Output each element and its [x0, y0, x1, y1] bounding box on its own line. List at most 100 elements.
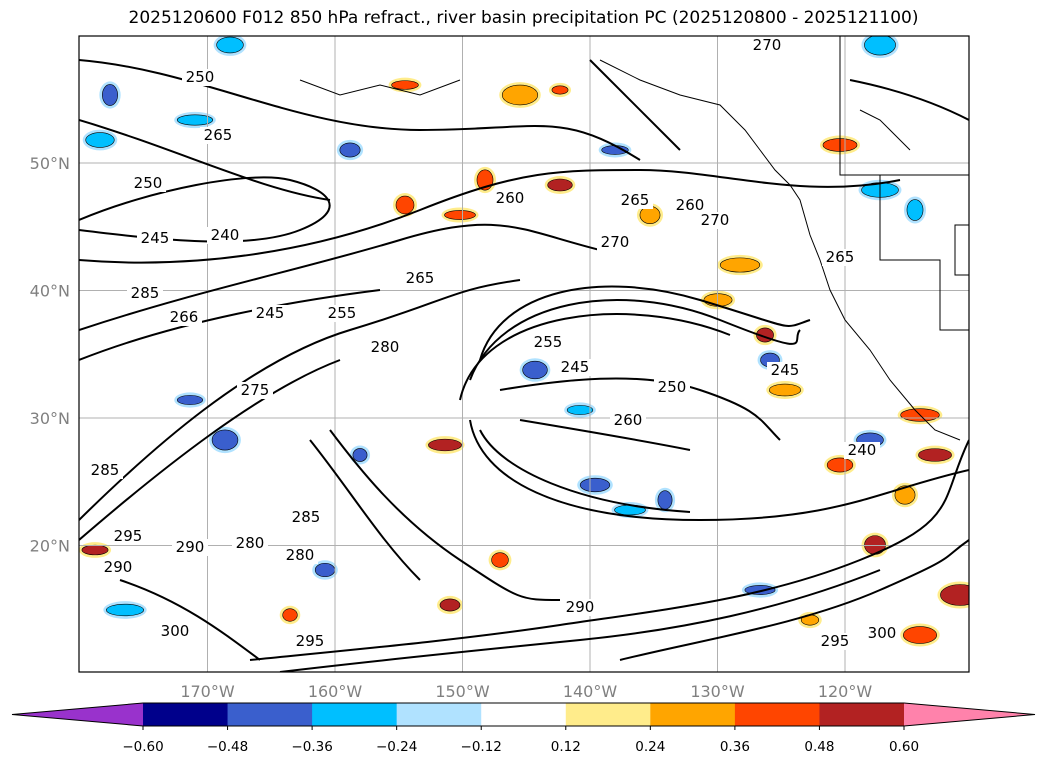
colorbar-tick-label: −0.24 [376, 739, 417, 755]
colorbar-tick-label: −0.60 [122, 739, 163, 755]
precip-cell [282, 608, 298, 622]
contour-label: 250 [658, 378, 687, 396]
colorbar-extend-max [904, 703, 1035, 726]
contour-label-bg [288, 509, 324, 526]
lon-tick-label: 140°W [563, 682, 618, 701]
precip-cell [391, 80, 419, 90]
contour-label: 285 [131, 284, 160, 302]
precip-cell [176, 114, 214, 126]
precip-cell [428, 438, 462, 452]
precip-cell [902, 626, 938, 644]
contour-label-bg [182, 69, 218, 86]
lon-tick-label: 130°W [690, 682, 745, 701]
contour-label: 240 [211, 226, 240, 244]
contour-label: 290 [176, 538, 205, 556]
contour-label-bg [110, 528, 146, 545]
contour-label: 265 [406, 269, 435, 287]
contour-label-bg [100, 559, 136, 576]
contour-line [79, 168, 901, 264]
precip-cell [395, 195, 415, 215]
contour-label-bg [672, 197, 708, 214]
contour-line [79, 289, 381, 361]
contour-line [79, 59, 641, 161]
contour-line [519, 419, 691, 451]
colorbar-segment [734, 703, 820, 726]
contour-label: 295 [296, 632, 325, 650]
contour-label: 270 [701, 211, 730, 229]
contour-label-bg [232, 535, 268, 552]
contour-label: 285 [292, 508, 321, 526]
contour-line [79, 119, 331, 201]
contour-label-bg [557, 359, 593, 376]
colorbar-segment [227, 703, 313, 726]
precip-cell [918, 448, 952, 462]
contour-label-bg [697, 212, 733, 229]
contour-label: 300 [161, 622, 190, 640]
gridlines [79, 36, 969, 672]
longitude-tick-labels: 170°W 160°W 150°W 140°W 130°W 120°W [180, 682, 872, 701]
precip-cell [106, 603, 144, 617]
contour-label: 255 [534, 333, 563, 351]
precip-cell [339, 142, 361, 158]
precip-cell [864, 36, 896, 56]
contour-label-bg [402, 270, 438, 287]
contour-label-bg [492, 190, 528, 207]
contour-line [459, 313, 731, 401]
precip-cell [102, 84, 118, 106]
colorbar-tick-label: −0.36 [291, 739, 332, 755]
contour-line [279, 569, 881, 672]
contour-label-bg [562, 599, 598, 616]
contour-label: 260 [614, 411, 643, 429]
colorbar-tick-label: 0.60 [889, 739, 919, 755]
colorbar-tick-label: 0.12 [551, 739, 581, 755]
precip-cell [314, 562, 336, 578]
contour-label: 245 [256, 304, 285, 322]
contour-label-bg [749, 37, 785, 54]
colorbar-segment [565, 703, 651, 726]
colorbar-tick-label: 0.24 [635, 739, 665, 755]
lon-tick-label: 170°W [180, 682, 235, 701]
precip-cell [501, 84, 539, 106]
colorbar-extend-min [12, 703, 143, 726]
precip-cell [216, 36, 244, 54]
contour-label-bg [200, 127, 236, 144]
precip-cell [579, 477, 611, 493]
plot-frame [78, 35, 970, 673]
contour-label: 300 [868, 624, 897, 642]
precipitation-shading-layer [79, 36, 969, 647]
contour-label-bg [864, 625, 900, 642]
colorbar-segment [396, 703, 482, 726]
contour-label-bg [617, 192, 653, 209]
colorbar-segment [650, 703, 736, 726]
lat-tick-label: 50°N [30, 154, 70, 173]
colorbar-segment [819, 703, 905, 726]
precip-cell [491, 552, 509, 568]
contour-label: 275 [241, 381, 270, 399]
lat-tick-label: 20°N [30, 537, 70, 556]
contour-label: 295 [114, 527, 143, 545]
chart-title: 2025120600 F012 850 hPa refract., river … [128, 8, 919, 28]
contour-label-bg [207, 227, 243, 244]
refractivity-contours [79, 59, 969, 672]
precip-cell [547, 178, 573, 192]
contour-label-bg [822, 249, 858, 266]
contour-line [469, 299, 801, 381]
colorbar: −0.60 −0.48 −0.36 −0.24 −0.12 0.12 0.24 0.36 0.4… [11, 702, 1036, 755]
contour-label-bg [292, 633, 328, 650]
lon-tick-label: 150°W [435, 682, 490, 701]
contour-line [619, 539, 969, 661]
colorbar-segment [143, 703, 229, 726]
contour-label-bg [137, 230, 173, 247]
contour-line [309, 439, 421, 581]
lon-tick-label: 160°W [308, 682, 363, 701]
contour-label: 260 [496, 189, 525, 207]
contour-label-bg [610, 412, 646, 429]
contour-label-bg [87, 462, 123, 479]
contour-label: 255 [328, 304, 357, 322]
contour-label: 290 [104, 558, 133, 576]
coastlines [299, 36, 969, 441]
contour-line [249, 439, 969, 661]
contour-label: 295 [821, 632, 850, 650]
precip-cell [826, 457, 854, 473]
